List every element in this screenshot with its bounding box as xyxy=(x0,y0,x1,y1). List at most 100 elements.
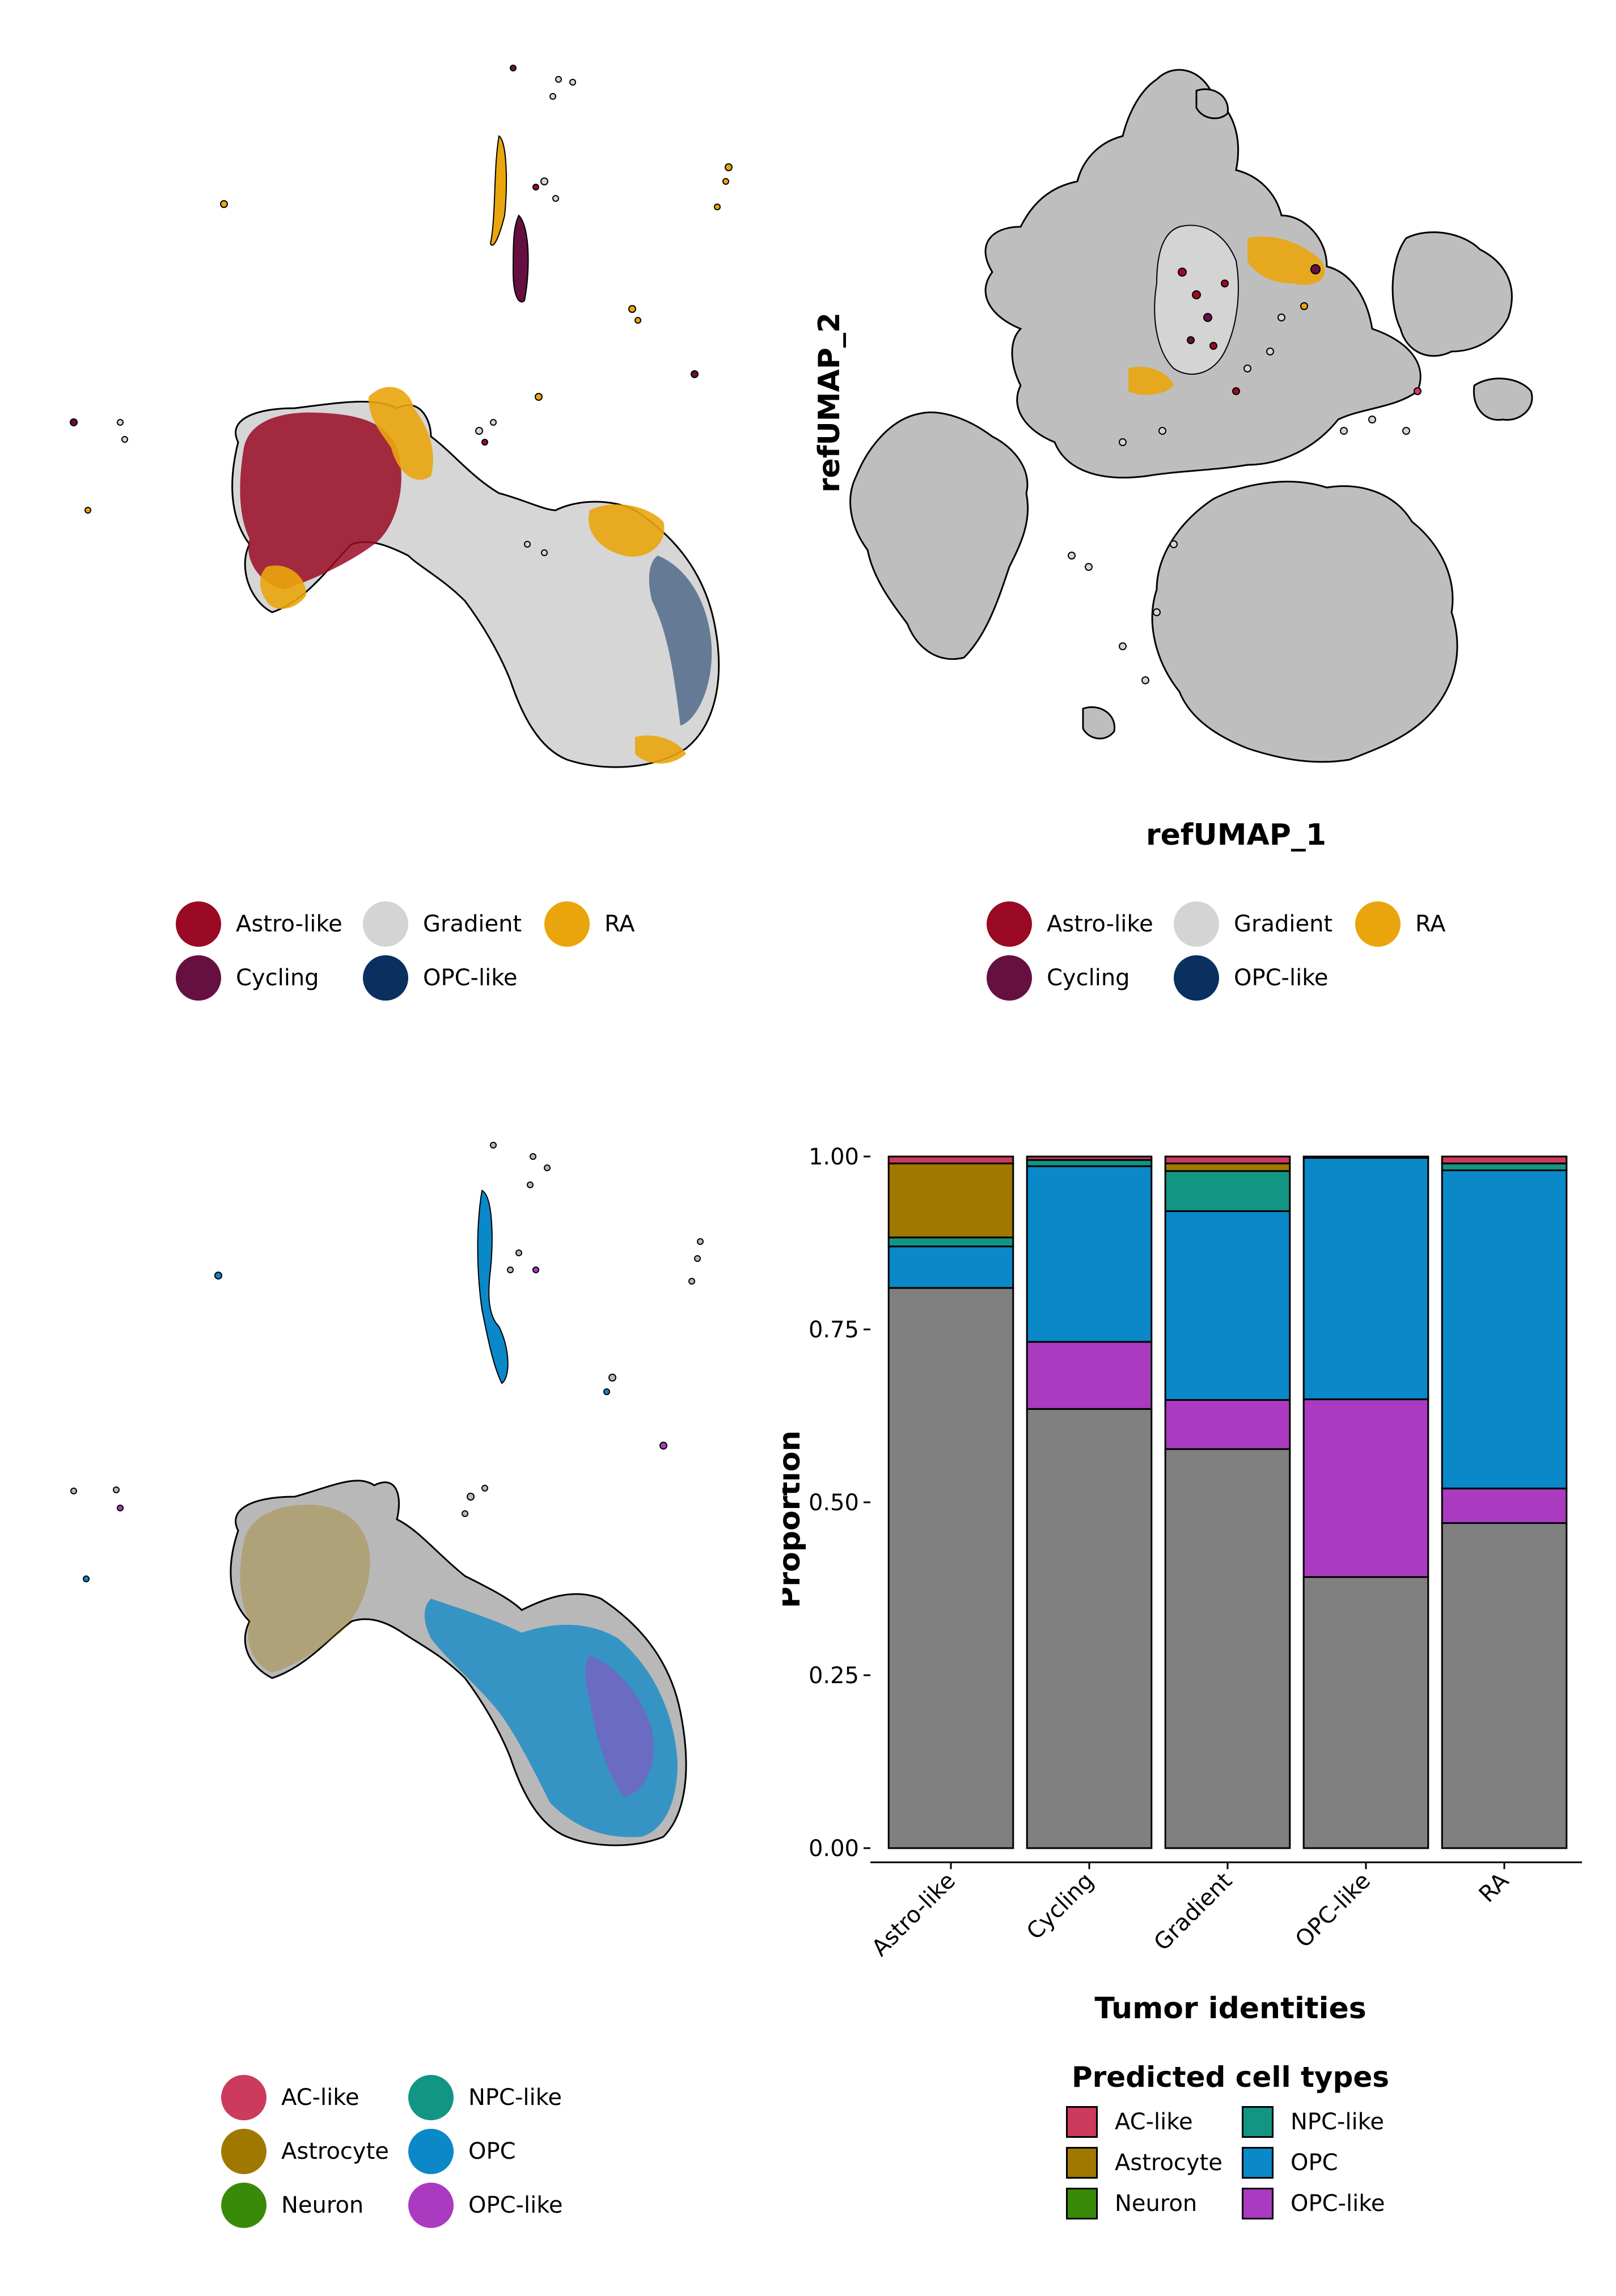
legend-item: OPC xyxy=(1242,2147,1338,2179)
legend-item: Cycling xyxy=(176,955,319,1001)
ref-cluster-right-island xyxy=(1473,378,1533,421)
bar-segment xyxy=(1026,1408,1153,1849)
ref-cluster-lower-right xyxy=(1151,481,1458,763)
legend-item: OPC-like xyxy=(1242,2188,1385,2219)
ref-projected-cells-scattered xyxy=(1068,264,1422,684)
legend-label: NPC-like xyxy=(468,2085,562,2111)
umap-region-ra-1 xyxy=(369,387,433,480)
legend-dot xyxy=(363,955,408,1001)
umap-region-ra-3 xyxy=(589,504,665,557)
umap-island-upper-predicted xyxy=(477,1189,509,1384)
ref-cluster-left xyxy=(849,411,1029,660)
bar-segment xyxy=(1026,1341,1153,1410)
bar-segment xyxy=(1302,1576,1429,1849)
bar-segment xyxy=(1164,1210,1291,1401)
legend-item: Cycling xyxy=(987,955,1130,1001)
stacked-bar-chart: Astro-like Cycling Gradient OPC-like RA 0.00 0… xyxy=(782,1144,1582,2026)
umap-island-upper xyxy=(489,135,507,246)
legend-label: OPC-like xyxy=(468,2192,563,2218)
y-axis-label: Proportion xyxy=(782,1430,807,1608)
ref-fragment-top xyxy=(1195,88,1229,120)
x-tick-label: OPC-like xyxy=(1291,1868,1376,1953)
umap-island-upper-cycling xyxy=(512,214,529,303)
legend-dot xyxy=(1174,901,1219,947)
y-tick-label: 0.00 xyxy=(809,1836,859,1862)
legend-label: Neuron xyxy=(281,2192,364,2218)
legend-dot xyxy=(176,955,221,1001)
legend-label: RA xyxy=(1415,911,1446,937)
legend-dot xyxy=(363,901,408,947)
legend-label: Astrocyte xyxy=(281,2138,389,2164)
legend-item: AC-like xyxy=(1066,2106,1193,2138)
legend-item: Gradient xyxy=(363,901,522,947)
x-tick-label: Astro-like xyxy=(867,1868,961,1962)
y-tick-label: 0.50 xyxy=(809,1490,859,1516)
legend-item: OPC-like xyxy=(1174,955,1329,1001)
umap-region-opc xyxy=(424,1599,678,1837)
legend-umap-predicted: AC-like NPC-like Astrocyte OPC Neuron OP… xyxy=(215,2075,669,2245)
bar-segment xyxy=(1026,1165,1153,1343)
legend-item: Neuron xyxy=(221,2183,363,2228)
ref-projected-cells-gradient xyxy=(1154,224,1239,375)
bar-segment xyxy=(1441,1155,1568,1164)
bar-segment xyxy=(1302,1155,1429,1159)
legend-dot xyxy=(221,2129,266,2174)
bar-segment xyxy=(1164,1155,1291,1164)
legend-bar-chart: AC-like NPC-like Astrocyte OPC Neuron OP… xyxy=(1066,2106,1463,2253)
legend-item: Neuron xyxy=(1066,2188,1197,2219)
bar-segment xyxy=(1164,1399,1291,1450)
umap-region-opc-like xyxy=(649,556,712,726)
legend-dot xyxy=(408,2183,454,2228)
legend-swatch xyxy=(1066,2188,1098,2219)
bar-segment xyxy=(887,1246,1014,1289)
legend-umap-reference: Astro-like Gradient RA Cycling OPC-like xyxy=(981,901,1491,1015)
legend-label: OPC-like xyxy=(423,965,518,991)
legend-label: Astro-like xyxy=(1047,911,1153,937)
bar-segment xyxy=(1302,1398,1429,1578)
legend-swatch xyxy=(1066,2147,1098,2179)
bar-segment xyxy=(887,1287,1014,1849)
legend-item: AC-like xyxy=(221,2075,359,2120)
umap-scattered-cells xyxy=(70,65,733,556)
bar-segment xyxy=(1441,1162,1568,1171)
bar-segment xyxy=(1441,1488,1568,1524)
x-axis-label: Tumor identities xyxy=(1094,1992,1366,2026)
bar-segment xyxy=(887,1236,1014,1248)
legend-item: Gradient xyxy=(1174,901,1332,947)
legend-item: NPC-like xyxy=(408,2075,562,2120)
legend-item: Astro-like xyxy=(176,901,342,947)
legend-label: Gradient xyxy=(423,911,522,937)
umap-reference-projection: refUMAP_1 refUMAP_2 xyxy=(813,69,1533,852)
bar-segment xyxy=(1164,1448,1291,1849)
umap-region-opc-like-purple xyxy=(585,1655,654,1797)
legend-title: Predicted cell types xyxy=(1072,2061,1389,2094)
legend-label: Cycling xyxy=(1047,965,1130,991)
legend-dot xyxy=(987,901,1032,947)
y-tick-label: 0.25 xyxy=(809,1663,859,1689)
legend-umap-tumor-identities: Astro-like Gradient RA Cycling OPC-like xyxy=(170,901,680,1015)
legend-item: OPC-like xyxy=(408,2183,563,2228)
legend-label: Gradient xyxy=(1234,911,1333,937)
ref-fragment-bottom xyxy=(1082,706,1115,740)
legend-dot xyxy=(1355,901,1401,947)
bar-segment xyxy=(1302,1157,1429,1400)
y-tick-label: 0.75 xyxy=(809,1317,859,1343)
bar-segment xyxy=(1164,1162,1291,1172)
ref-cluster-upper-right xyxy=(1391,231,1513,357)
umap-region-ra-4 xyxy=(635,735,686,764)
legend-item: Astrocyte xyxy=(221,2129,389,2174)
legend-label: OPC-like xyxy=(1234,965,1329,991)
legend-dot xyxy=(221,2075,266,2120)
umap-region-astro-like xyxy=(240,412,401,590)
legend-dot xyxy=(408,2129,454,2174)
umap-tumor-identities xyxy=(70,65,733,768)
legend-item: RA xyxy=(1355,901,1446,947)
x-tick-label: Gradient xyxy=(1149,1868,1237,1956)
legend-item: RA xyxy=(544,901,635,947)
legend-item: Astrocyte xyxy=(1066,2147,1222,2179)
bar-layer xyxy=(887,1155,1568,1849)
x-axis-label: refUMAP_1 xyxy=(1146,818,1326,852)
legend-label: AC-like xyxy=(1115,2109,1193,2135)
legend-dot xyxy=(221,2183,266,2228)
legend-label: Astro-like xyxy=(236,911,342,937)
